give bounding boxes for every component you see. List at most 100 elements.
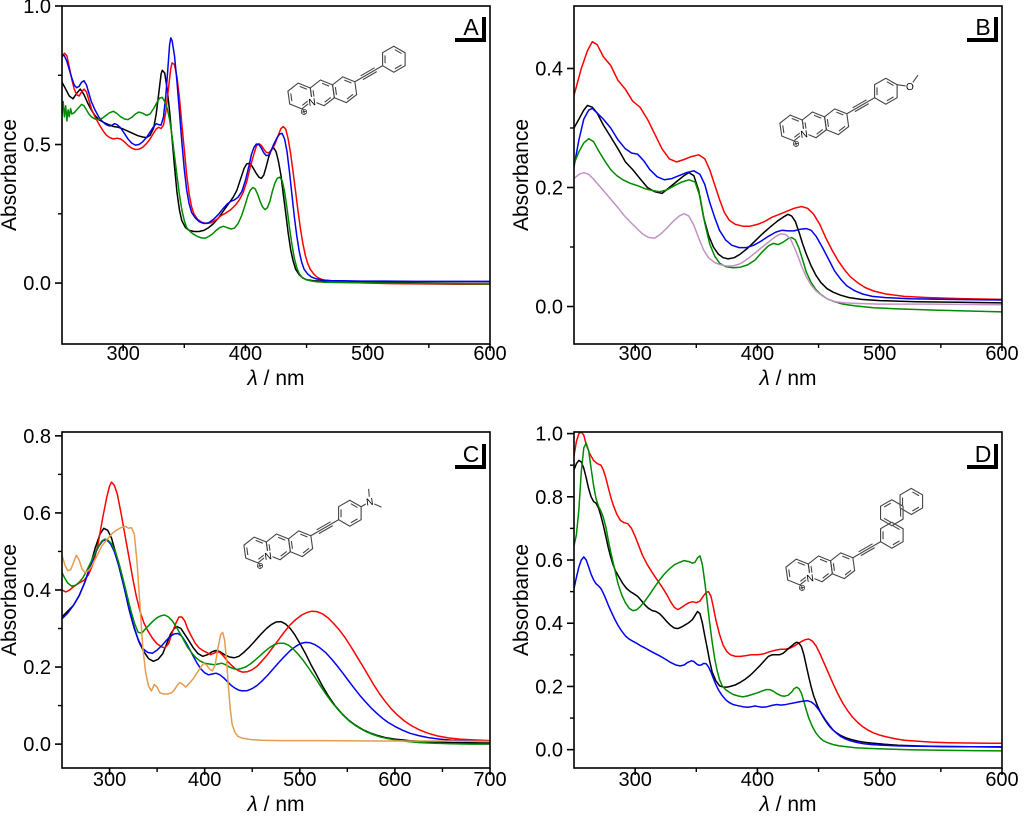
x-tick-label: 400: [229, 343, 262, 365]
x-axis-label: λ / nm: [758, 793, 816, 816]
double-bond: [246, 547, 249, 556]
bond: [897, 84, 907, 87]
double-bond: [892, 540, 900, 546]
panel-c-chart: 300 400 500 600 700 0.0 0.2 0.4 0.6 0.8 λ / nm Abso…: [0, 426, 507, 816]
bond: [318, 525, 334, 535]
spectrum-curve-A-black: [62, 69, 490, 283]
x-tick-label: 500: [863, 343, 896, 365]
x-tick-label: 400: [188, 769, 221, 791]
bond: [317, 523, 332, 533]
double-bond: [886, 81, 894, 87]
x-tick-label: 500: [283, 769, 316, 791]
double-bond: [394, 49, 402, 55]
spectrum-curve-D-blue: [574, 556, 1002, 748]
bond: [368, 488, 370, 497]
x-tick-label: 400: [741, 769, 774, 791]
double-bond: [842, 555, 850, 560]
y-tick-label: 0.6: [23, 503, 51, 525]
double-bond: [290, 541, 293, 549]
y-tick-label: 0.6: [535, 550, 563, 572]
spectrum-curve-B-blue: [574, 107, 1002, 301]
plot-box: [573, 431, 1003, 769]
panel-a-chart: 300 400 500 600 0.0 0.5 1.0 λ / nm Absorbance A N⊕: [0, 0, 507, 390]
bond: [852, 553, 861, 559]
x-axis-label: λ / nm: [246, 793, 304, 816]
bond: [852, 99, 867, 109]
plot-box: [61, 431, 491, 769]
double-bond: [844, 569, 852, 576]
ring-bond: [338, 499, 362, 527]
inset-structure-anisyl: N⊕ O: [779, 74, 919, 149]
x-tick-label: 300: [106, 343, 139, 365]
bond: [360, 503, 367, 508]
inset-structure-phenanthryl: N⊕: [785, 487, 924, 593]
double-bond: [300, 533, 308, 538]
x-tick-label: 300: [618, 343, 651, 365]
inset-structure-dma: N⊕N: [243, 488, 382, 571]
double-bond: [819, 558, 828, 563]
bond: [360, 67, 375, 77]
double-bond: [350, 503, 358, 509]
bond: [867, 97, 875, 103]
atom-label-bg: [799, 128, 809, 140]
panel-d-chart: 300 400 500 600 0.0 0.2 0.4 0.6 0.8 1.0 λ / nm Abso…: [512, 424, 1019, 816]
spectrum-curve-C-black: [62, 527, 490, 744]
double-bond: [800, 576, 807, 582]
spectrum-curve-A-green: [62, 96, 490, 285]
bond: [375, 65, 383, 71]
x-axis-label: λ / nm: [246, 367, 304, 390]
spectrum-curve-B-green: [574, 137, 1002, 313]
y-axis-label: Absorbance: [512, 544, 533, 656]
atom-label-bg: [364, 495, 375, 508]
double-bond: [836, 111, 844, 116]
spectrum-curve-D-red: [574, 432, 1002, 745]
spectrum-curve-C-orange: [62, 525, 490, 743]
double-bond: [384, 55, 386, 64]
double-bond: [822, 572, 830, 579]
bond: [361, 69, 376, 79]
ring-bond: [879, 499, 904, 527]
x-tick-label: 600: [985, 769, 1018, 791]
x-tick-label: 400: [741, 343, 774, 365]
double-bond: [810, 566, 813, 574]
y-axis-label: Absorbance: [0, 544, 21, 656]
bond: [853, 101, 868, 111]
y-tick-label: 0.2: [535, 177, 563, 199]
atom-label-bg: [805, 572, 815, 584]
x-tick-label: 500: [351, 343, 384, 365]
double-bond: [258, 554, 265, 560]
double-bond: [838, 125, 846, 132]
double-bond: [886, 96, 894, 102]
y-axis-label: Absorbance: [0, 119, 21, 231]
y-tick-label: 0.0: [23, 734, 51, 756]
spectrum-curve-B-red: [574, 40, 1002, 301]
double-bond: [277, 536, 286, 541]
double-bond: [302, 547, 310, 554]
x-tick-label: 600: [473, 343, 506, 365]
double-bond: [794, 132, 801, 138]
y-tick-label: 0.4: [535, 58, 563, 80]
spectrum-curve-D-green: [574, 442, 1002, 752]
double-bond: [882, 531, 884, 540]
bond: [316, 521, 331, 531]
double-bond: [912, 506, 920, 512]
double-bond: [782, 125, 785, 134]
ring-bond: [382, 45, 406, 73]
double-bond: [826, 119, 829, 127]
y-axis-label: Absorbance: [512, 119, 533, 231]
double-bond: [255, 539, 264, 544]
y-tick-label: 0.5: [23, 135, 51, 157]
double-bond: [340, 509, 342, 518]
ring-bond: [880, 521, 904, 549]
x-tick-label: 300: [618, 769, 651, 791]
y-tick-label: 0.4: [23, 580, 51, 602]
bond: [854, 103, 870, 113]
double-bond: [900, 508, 902, 517]
y-tick-label: 0.0: [535, 297, 563, 319]
x-tick-label: 500: [863, 769, 896, 791]
y-tick-label: 0.0: [23, 273, 51, 295]
atom-label-bg: [307, 96, 317, 108]
amine-nitrogen-label: N: [366, 497, 375, 509]
double-bond: [876, 87, 878, 96]
double-bond: [394, 64, 402, 70]
